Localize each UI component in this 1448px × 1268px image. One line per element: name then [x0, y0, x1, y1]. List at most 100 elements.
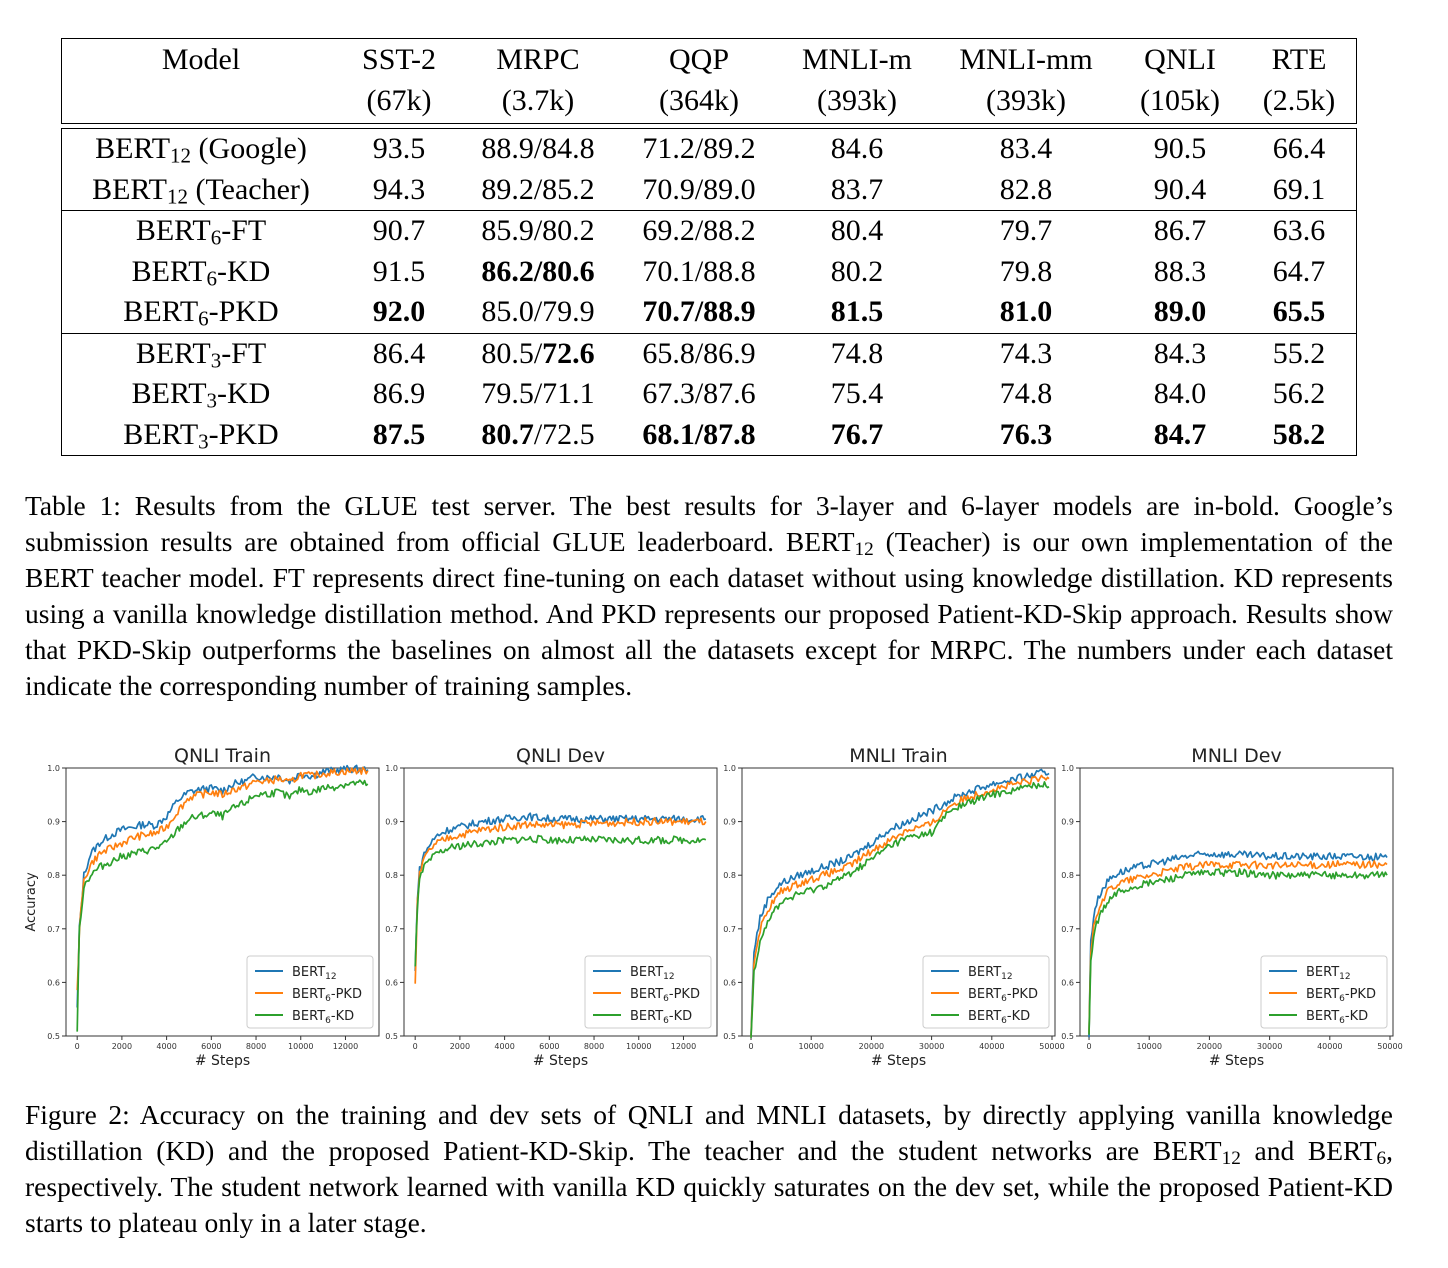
y-tick-label: 0.5 — [723, 1032, 736, 1041]
series-line — [76, 764, 369, 1008]
x-tick-label: 50000 — [1039, 1042, 1064, 1051]
table-cell: 83.7 — [830, 172, 884, 206]
x-tick-label: 4000 — [494, 1042, 514, 1051]
series-line — [750, 781, 1050, 1038]
model-suffix: (Google) — [191, 132, 307, 165]
table-cell: 85.0/79.9 — [481, 295, 595, 328]
table-cell: 86.4 — [372, 336, 426, 370]
caption-text: Table 1: Results from the GLUE test serv… — [25, 490, 1393, 557]
table-group: BERT6-FT 90.7 85.9/80.2 69.2/88.2 80.4 79.7 86… — [62, 210, 1356, 333]
model-base: BERT — [135, 214, 211, 247]
y-tick-label: 0.5 — [47, 1032, 60, 1041]
caption-subscript: 6 — [1376, 1148, 1387, 1170]
table-row: BERT12 (Google) 93.5 88.9/84.8 71.2/89.2 84.… — [62, 129, 1356, 170]
table-row: BERT3-FT 86.4 80.5/72.6 65.8/86.9 74.8 74.3 84… — [62, 334, 1356, 375]
model-subscript: 12 — [166, 184, 188, 209]
table-cell: 89.0 — [1153, 295, 1207, 328]
caption-text: Figure 2: Accuracy on the training and d… — [25, 1099, 1393, 1166]
model-name: BERT12 (Google) — [95, 129, 307, 170]
table-cell: 74.3 — [999, 336, 1053, 370]
header-col: MNLI-mm — [959, 43, 1093, 76]
x-tick-label: 20000 — [1197, 1042, 1222, 1051]
table-cell: 83.4 — [999, 132, 1053, 165]
model-name: BERT6-KD — [132, 252, 271, 293]
chart-qnli-dev: QNLI Dev 0.5 0.6 0.7 0.8 0.9 1.0 0 2000 4000 6000 8… — [360, 740, 730, 1070]
x-tick-label: 40000 — [1317, 1042, 1342, 1051]
model-subscript: 6 — [206, 266, 218, 291]
legend-label: BERT6-PKD — [630, 987, 700, 1004]
legend-label: BERT12 — [630, 965, 675, 982]
y-tick-label: 0.6 — [47, 978, 60, 987]
header-size: (364k) — [659, 84, 739, 117]
header-col: QNLI — [1144, 43, 1216, 76]
table-cell: 84.3 — [1153, 336, 1207, 370]
x-tick-label: 10000 — [1136, 1042, 1161, 1051]
table-group: BERT12 (Google) 93.5 88.9/84.8 71.2/89.2 84.… — [62, 129, 1356, 210]
model-suffix: -FT — [221, 214, 267, 247]
table-caption: Table 1: Results from the GLUE test serv… — [25, 488, 1393, 704]
table-row: BERT12 (Teacher) 94.3 89.2/85.2 70.9/89.0 83… — [62, 170, 1356, 211]
model-base: BERT — [123, 417, 199, 451]
y-tick-label: 0.9 — [47, 818, 60, 827]
series-line — [750, 774, 1050, 1037]
table-cell: 92.0 — [372, 295, 426, 328]
cell-part: 72.6 — [542, 336, 595, 370]
model-subscript: 3 — [198, 429, 209, 454]
model-subscript: 6 — [198, 306, 209, 331]
y-tick-label: 0.6 — [385, 978, 398, 987]
table-group: BERT3-FT 86.4 80.5/72.6 65.8/86.9 74.8 74.3 84… — [62, 332, 1356, 456]
caption-subscript: 12 — [1221, 1148, 1241, 1170]
header-size: (393k) — [986, 84, 1066, 117]
chart-title: MNLI Dev — [1191, 745, 1281, 767]
chart-mnli-dev: MNLI Dev 0.5 0.6 0.7 0.8 0.9 1.0 0 10000 20000 300… — [1036, 740, 1406, 1070]
chart-svg: QNLI Train 0.5 0.6 0.7 0.8 0.9 1.0 0 2000 4000 600… — [24, 745, 380, 1069]
chart-title: QNLI Train — [174, 745, 271, 767]
table-cell: 74.8 — [999, 377, 1053, 410]
header-col: SST-2 — [362, 43, 436, 76]
x-tick-label: 50000 — [1377, 1042, 1402, 1051]
header-row-names: Model SST-2 MRPC QQP MNLI-m MNLI-mm QNLI… — [62, 39, 1356, 80]
table-cell: 89.2/85.2 — [481, 172, 595, 206]
x-tick-label: 12000 — [671, 1042, 696, 1051]
x-tick-label: 8000 — [584, 1042, 604, 1051]
header-col: QQP — [668, 43, 730, 76]
series-line — [750, 768, 1050, 1037]
x-tick-label: 40000 — [979, 1042, 1004, 1051]
table-cell: 76.3 — [999, 417, 1053, 451]
table-cell: 94.3 — [372, 172, 426, 206]
x-tick-label: 6000 — [539, 1042, 559, 1051]
model-suffix: -PKD — [208, 417, 279, 451]
table-cell: 74.8 — [830, 336, 884, 370]
figure-caption: Figure 2: Accuracy on the training and d… — [25, 1097, 1393, 1241]
model-base: BERT — [123, 295, 199, 328]
model-subscript: 3 — [206, 388, 218, 413]
table-cell: 84.0 — [1153, 377, 1207, 410]
chart-title: MNLI Train — [849, 745, 947, 767]
y-tick-label: 1.0 — [723, 764, 736, 773]
y-tick-label: 0.7 — [385, 925, 398, 934]
series-line — [414, 816, 707, 984]
plot-frame — [403, 767, 718, 1037]
x-axis-label: # Steps — [871, 1053, 926, 1069]
model-base: BERT — [131, 254, 207, 288]
y-tick-label: 0.7 — [1061, 925, 1074, 934]
model-name: BERT3-PKD — [123, 415, 278, 456]
table-cell: 79.8 — [999, 254, 1053, 288]
legend-label: BERT12 — [292, 965, 337, 982]
header-col: RTE — [1271, 43, 1327, 76]
table-cell: 80.2 — [830, 254, 884, 288]
header-size: (2.5k) — [1262, 84, 1336, 117]
model-suffix: -PKD — [208, 295, 279, 328]
table-cell: 65.5 — [1272, 295, 1326, 328]
table-cell: 69.2/88.2 — [642, 214, 756, 247]
chart-mnli-train: MNLI Train 0.5 0.6 0.7 0.8 0.9 1.0 0 10000 20000 3… — [698, 740, 1068, 1070]
table-cell: 65.8/86.9 — [642, 336, 756, 370]
table-cell: 84.6 — [830, 132, 884, 165]
plot-frame — [741, 767, 1056, 1037]
table-cell: 63.6 — [1272, 214, 1326, 247]
series-line — [76, 779, 369, 1032]
x-axis-label: # Steps — [195, 1053, 250, 1069]
table-cell: 70.1/88.8 — [642, 254, 756, 288]
table-cell: 90.7 — [372, 214, 426, 247]
series-line — [1088, 850, 1388, 1038]
